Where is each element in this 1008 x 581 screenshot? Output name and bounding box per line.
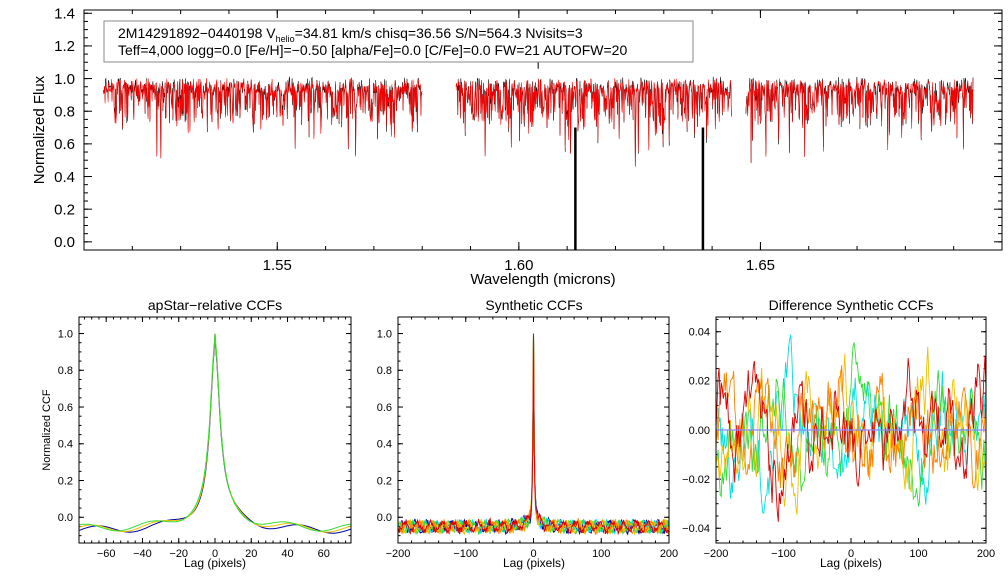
synthetic-xtick-label: 0 bbox=[530, 548, 536, 560]
apstar-curves bbox=[78, 333, 352, 534]
apstar-ytick-label: 0.6 bbox=[58, 402, 73, 414]
difference-frame bbox=[715, 316, 987, 544]
spectrum-frame bbox=[83, 9, 1003, 251]
ccf-series-line bbox=[78, 333, 352, 534]
spectrum-xtick-label: 1.65 bbox=[746, 257, 775, 274]
spectrum-xlabel: Wavelength (microns) bbox=[470, 271, 615, 288]
difference-ytick-label: −0.04 bbox=[682, 523, 710, 535]
apstar-xtick-label: −40 bbox=[133, 548, 152, 560]
synthetic-spectrum-line bbox=[455, 78, 732, 166]
synthetic-curves bbox=[397, 333, 670, 536]
spectrum-xtick-label: 1.55 bbox=[263, 257, 292, 274]
difference-ytick-label: 0.02 bbox=[689, 376, 710, 388]
legend-star-id: 2M14291892−0440198 V bbox=[118, 25, 276, 41]
synthetic-ytick-label: 0.6 bbox=[377, 402, 392, 414]
apstar-xlabel: Lag (pixels) bbox=[184, 556, 246, 570]
synthetic-xtick-label: −100 bbox=[453, 548, 478, 560]
spectrum-ytick-label: 1.4 bbox=[54, 6, 75, 23]
difference-xtick-label: 200 bbox=[977, 548, 995, 560]
apstar-xtick-label: 20 bbox=[245, 548, 257, 560]
spectrum-ylabel: Normalized Flux bbox=[31, 75, 48, 184]
legend-box bbox=[103, 20, 694, 63]
spectrum-panel: 0.0 0.2 0.4 0.6 0.8 1.0 1.2 1.4 1.55 1.6… bbox=[31, 6, 1003, 288]
difference-ytick-label: 0.04 bbox=[689, 327, 710, 339]
difference-xtick-label: −100 bbox=[771, 548, 796, 560]
difference-xlabel: Lag (pixels) bbox=[820, 556, 882, 570]
apstar-title: apStar−relative CCFs bbox=[148, 297, 282, 313]
spectrum-xtick-labels: 1.55 1.60 1.65 bbox=[263, 257, 775, 274]
apstar-frame bbox=[78, 316, 352, 544]
ccf-series-line bbox=[78, 333, 352, 533]
apstar-xtick-label: −20 bbox=[169, 548, 188, 560]
difference-ytick-label: 0.00 bbox=[689, 425, 710, 437]
difference-xtick-label: 0 bbox=[848, 548, 854, 560]
spectrum-ytick-label: 0.6 bbox=[54, 136, 75, 153]
difference-ccf-panel: Difference Synthetic CCFs −0.04 −0.02 0.… bbox=[682, 297, 995, 570]
spectrum-curves bbox=[103, 23, 974, 250]
apstar-ytick-label: 1.0 bbox=[58, 328, 73, 340]
synthetic-xtick-labels: −200 −100 0 100 200 bbox=[386, 548, 679, 560]
difference-xtick-label: −200 bbox=[704, 548, 729, 560]
synthetic-xlabel: Lag (pixels) bbox=[503, 556, 565, 570]
spectrum-ytick-label: 0.0 bbox=[54, 234, 75, 251]
difference-ytick-labels: −0.04 −0.02 0.00 0.02 0.04 bbox=[682, 327, 710, 536]
apstar-ticks bbox=[79, 317, 351, 543]
difference-series-line bbox=[715, 355, 987, 522]
apstar-xtick-label: 40 bbox=[281, 548, 293, 560]
legend-line-2: Teff=4,000 logg=0.0 [Fe/H]=−0.50 [alpha/… bbox=[118, 42, 627, 58]
difference-series-line bbox=[715, 334, 987, 515]
spectrum-ytick-label: 0.8 bbox=[54, 103, 75, 120]
apstar-ylabel: Normalized CCF bbox=[41, 389, 53, 471]
synthetic-ytick-labels: 0.0 0.2 0.4 0.6 0.8 1.0 bbox=[377, 328, 392, 524]
synthetic-ccf-panel: Synthetic CCFs 0.0 0.2 0.4 0.6 0.8 1.0 −… bbox=[377, 297, 678, 570]
ccf-series-line bbox=[397, 333, 670, 536]
legend-line-1: 2M14291892−0440198 Vhelio=34.81 km/s chi… bbox=[118, 25, 583, 44]
synthetic-ytick-label: 0.2 bbox=[377, 475, 392, 487]
spectrum-xtick-label: 1.60 bbox=[504, 257, 533, 274]
apstar-xtick-label: 60 bbox=[318, 548, 330, 560]
spectrum-legend: 2M14291892−0440198 Vhelio=34.81 km/s chi… bbox=[103, 20, 694, 63]
synthetic-ytick-label: 0.0 bbox=[377, 512, 392, 524]
synthetic-xtick-label: −200 bbox=[386, 548, 411, 560]
difference-title: Difference Synthetic CCFs bbox=[769, 297, 934, 313]
apstar-ytick-label: 0.2 bbox=[58, 475, 73, 487]
apstar-ccf-panel: apStar−relative CCFs 0.0 0.2 0.4 0.6 0.8… bbox=[41, 297, 352, 570]
apstar-xtick-label: −60 bbox=[97, 548, 116, 560]
spectrum-ytick-label: 1.0 bbox=[54, 71, 75, 88]
synthetic-ytick-label: 0.4 bbox=[377, 439, 392, 451]
difference-curves bbox=[715, 334, 987, 522]
synthetic-ytick-label: 1.0 bbox=[377, 328, 392, 340]
difference-ytick-label: −0.02 bbox=[682, 474, 710, 486]
synthetic-spectrum-line bbox=[103, 78, 423, 159]
synthetic-ytick-label: 0.8 bbox=[377, 365, 392, 377]
difference-xtick-labels: −200 −100 0 100 200 bbox=[704, 548, 996, 560]
apstar-ytick-label: 0.8 bbox=[58, 365, 73, 377]
apstar-ytick-label: 0.4 bbox=[58, 439, 73, 451]
apstar-xtick-label: 0 bbox=[212, 548, 218, 560]
spectrum-ytick-label: 1.2 bbox=[54, 38, 75, 55]
apstar-ytick-labels: 0.0 0.2 0.4 0.6 0.8 1.0 bbox=[58, 328, 73, 524]
ccf-series-line bbox=[78, 333, 351, 532]
spectrum-ytick-labels: 0.0 0.2 0.4 0.6 0.8 1.0 1.2 1.4 bbox=[54, 6, 75, 252]
apstar-ytick-label: 0.0 bbox=[58, 512, 73, 524]
synthetic-xtick-label: 200 bbox=[660, 548, 678, 560]
difference-series-line bbox=[715, 342, 987, 507]
legend-subscript: helio bbox=[276, 34, 295, 44]
synthetic-title: Synthetic CCFs bbox=[485, 297, 582, 313]
spectrum-ytick-label: 0.2 bbox=[54, 201, 75, 218]
legend-stats: =34.81 km/s chisq=36.56 S/N=564.3 Nvisit… bbox=[295, 25, 583, 41]
synthetic-xtick-label: 100 bbox=[592, 548, 610, 560]
spectrum-ytick-label: 0.4 bbox=[54, 169, 75, 186]
synthetic-spectrum-line bbox=[745, 78, 974, 164]
difference-xtick-label: 100 bbox=[909, 548, 927, 560]
apstar-xtick-labels: −60 −40 −20 0 20 40 60 bbox=[97, 548, 330, 560]
synthetic-frame bbox=[397, 316, 670, 544]
